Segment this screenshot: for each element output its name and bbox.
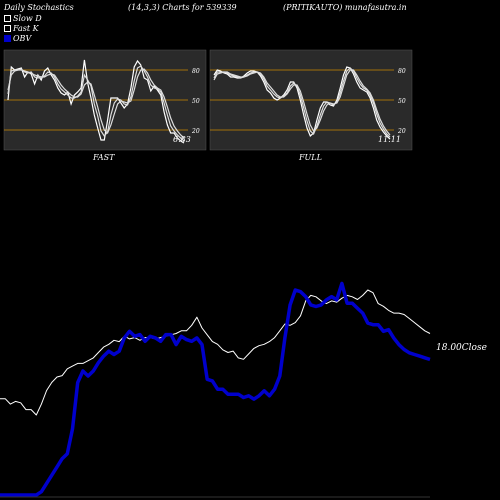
fast-level-label-50: 50	[192, 98, 200, 105]
fast-series-line-1	[7, 65, 185, 142]
fast-series-line-2	[7, 68, 185, 139]
fast-series-line-0	[7, 59, 185, 144]
fast-last-value-label: 6.83	[173, 135, 191, 144]
fast-panel-title: FAST	[92, 153, 115, 162]
obv-line	[0, 281, 431, 497]
legend-obv: OBV	[4, 34, 31, 43]
chart-params: (14,3,3) Charts for 539339	[128, 3, 237, 12]
fast-level-label-20: 20	[191, 128, 200, 135]
full-last-value-label: 11.11	[378, 135, 401, 144]
full-level-label-80: 80	[398, 68, 406, 75]
full-level-label-50: 50	[398, 98, 406, 105]
close-label: 18.00Close	[436, 343, 487, 353]
legend-slow-d: Slow D	[4, 14, 42, 23]
close-price-line	[0, 289, 431, 416]
legend-label-obv: OBV	[13, 34, 32, 43]
full-panel-title: FULL	[298, 153, 322, 162]
legend-label-slow-d: Slow D	[13, 14, 42, 23]
full-series-line-2	[213, 69, 391, 136]
chart-source: (PRITIKAUTO) munafasutra.in	[283, 3, 407, 12]
full-level-label-20: 20	[397, 128, 406, 135]
legend-swatch-slow-d	[4, 15, 11, 22]
chart-title: Daily Stochastics	[4, 3, 74, 12]
legend-swatch-fast-k	[4, 25, 11, 32]
fast-level-label-80: 80	[192, 68, 200, 75]
full-series-line-0	[213, 66, 391, 140]
legend-fast-k: Fast K	[4, 24, 39, 33]
legend-swatch-obv	[4, 35, 11, 42]
legend-label-fast-k: Fast K	[13, 24, 39, 33]
